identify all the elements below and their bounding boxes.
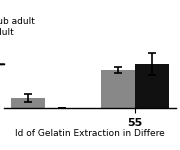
Bar xyxy=(12,98,45,108)
X-axis label: ld of Gelatin Extraction in Differe: ld of Gelatin Extraction in Differe xyxy=(15,129,165,138)
Bar xyxy=(101,70,135,108)
Bar xyxy=(135,64,168,108)
Legend: Cub adult, Adult: Cub adult, Adult xyxy=(0,17,34,37)
